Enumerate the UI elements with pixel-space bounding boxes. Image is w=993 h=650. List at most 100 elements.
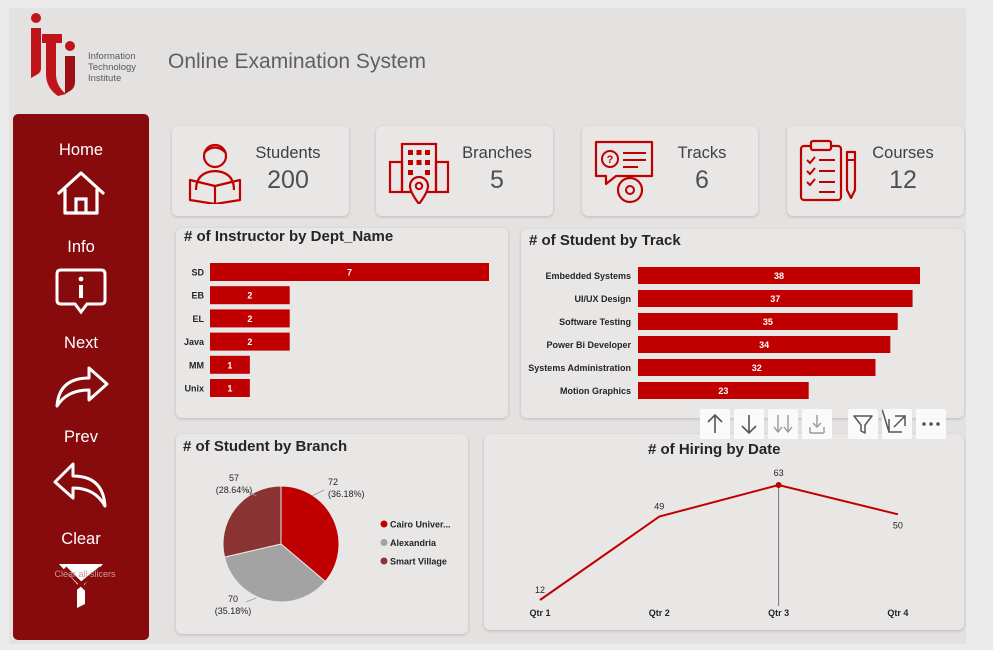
logo-text: Information Technology Institute [88,51,136,84]
clear-filter-icon[interactable] [51,556,111,612]
bar [638,359,876,376]
bar [638,267,920,284]
leader-line [245,489,257,497]
data-label: 49 [654,502,664,512]
data-label: 23 [718,386,728,396]
data-label: 57 [229,473,239,483]
data-label: 2 [247,291,252,301]
kpi-label: Tracks [677,144,727,162]
more-options-icon[interactable] [916,409,946,439]
category-label: Power Bi Developer [546,340,631,350]
bar [638,336,891,353]
data-label: 2 [247,314,252,324]
legend-marker [380,557,388,565]
legend-label: Alexandria [390,538,437,548]
x-tick-label: Qtr 1 [529,608,550,618]
nav-home-button[interactable]: Home [13,141,149,231]
category-label: EL [192,314,204,324]
data-label: 63 [774,468,784,478]
legend-label: Cairo Univer... [390,520,451,530]
category-label: Motion Graphics [560,386,631,396]
sort-descending-icon[interactable] [734,409,764,439]
category-label: SD [191,268,204,278]
kpi-label: Students [255,144,321,162]
category-label: Software Testing [559,317,631,327]
sidebar-nav: Home Info Next Prev Clear Clear all [13,114,149,640]
focus-mode-icon[interactable] [882,409,912,439]
nav-prev-button[interactable]: Prev [13,428,149,528]
nav-clear-button[interactable]: Clear [13,530,149,630]
forward-arrow-icon[interactable] [51,360,111,412]
hiring-chart-card[interactable]: # of Hiring by Date 12 49 63 50 Qtr 1 Qtr 2 Qt… [484,434,964,630]
leader-line [311,489,325,497]
data-point [775,482,782,488]
pie-slice [223,543,326,603]
iti-logo [31,13,75,96]
bar [210,379,250,397]
pie-slice [222,485,282,558]
home-icon[interactable] [51,167,111,219]
kpi-value: 6 [695,166,709,194]
x-tick-label: Qtr 4 [887,608,908,618]
filter-icon[interactable] [848,409,878,439]
nav-prev-label: Prev [64,428,98,446]
kpi-card-courses: Courses 12 [787,126,964,216]
nav-home-label: Home [58,141,103,159]
info-icon[interactable] [51,266,111,318]
bar [210,263,489,281]
leader-line [245,597,257,603]
instructor-bar-chart[interactable]: SD 7 EB 2 EL 2 Java 2 MM 1 Unix 1 [176,228,508,418]
data-label-percent: (36.18%) [328,489,365,499]
sort-ascending-icon[interactable] [700,409,730,439]
building-icon [388,142,450,204]
data-label: 50 [893,520,903,530]
logo-line-1: Information [88,51,136,62]
logo-line-2: Technology [88,62,137,73]
track-chart-card[interactable]: # of Student by Track Embedded Systems 38… [521,229,964,418]
track-bar-chart[interactable]: Embedded Systems 38 UI/UX Design 37 Software… [521,229,964,418]
branch-chart-card[interactable]: # of Student by Branch 72 (36.18%) 70 (35.1… [176,434,468,634]
nav-info-button[interactable]: Info [13,238,149,328]
page-title: Online Examination System [168,50,426,73]
data-label: 2 [247,337,252,347]
data-label: 34 [759,340,769,350]
data-label: 38 [774,271,784,281]
kpi-value: 5 [490,166,504,194]
data-label: 35 [763,317,773,327]
pie-slice [280,485,340,583]
student-icon [188,143,242,204]
instructor-chart-card[interactable]: # of Instructor by Dept_Name SD 7 EB 2 EL 2 Ja… [176,228,508,418]
category-label: Unix [184,384,204,394]
bar [210,332,290,351]
kpi-label: Branches [462,144,532,162]
category-label: EB [191,291,204,301]
data-label: 1 [227,384,232,394]
branch-pie-chart[interactable]: 72 (36.18%) 70 (35.18%) 57 (28.64%) Cairo Univ… [176,434,468,634]
clipboard-icon [799,139,857,202]
track-icon: ? [594,140,654,204]
drill-down-icon[interactable] [802,409,832,439]
clear-slicers-tooltip: Clear all slicers [54,569,116,579]
expand-all-icon[interactable] [768,409,798,439]
chart-title: # of Instructor by Dept_Name [184,228,394,245]
bar [638,382,809,399]
series-line [539,483,899,601]
kpi-card-students: Students 200 [172,126,349,216]
bar [210,355,250,374]
back-arrow-icon[interactable] [51,452,111,510]
data-label: 72 [328,477,338,487]
bar [638,313,898,330]
chart-title: # of Student by Track [529,232,681,249]
nav-next-button[interactable]: Next [13,334,149,424]
kpi-label: Courses [872,144,934,162]
legend-marker [380,520,388,528]
x-tick-label: Qtr 2 [649,608,670,618]
hiring-line-chart[interactable]: 12 49 63 50 Qtr 1 Qtr 2 Qtr 3 Qtr 4 [484,434,964,630]
data-label: 12 [535,585,545,595]
kpi-card-tracks: ? Tracks 6 [582,126,758,216]
category-label: UI/UX Design [574,294,631,304]
category-label: Embedded Systems [545,271,631,281]
chart-title: # of Student by Branch [183,438,348,455]
legend-label: Smart Village [390,557,447,567]
bar [210,286,290,305]
